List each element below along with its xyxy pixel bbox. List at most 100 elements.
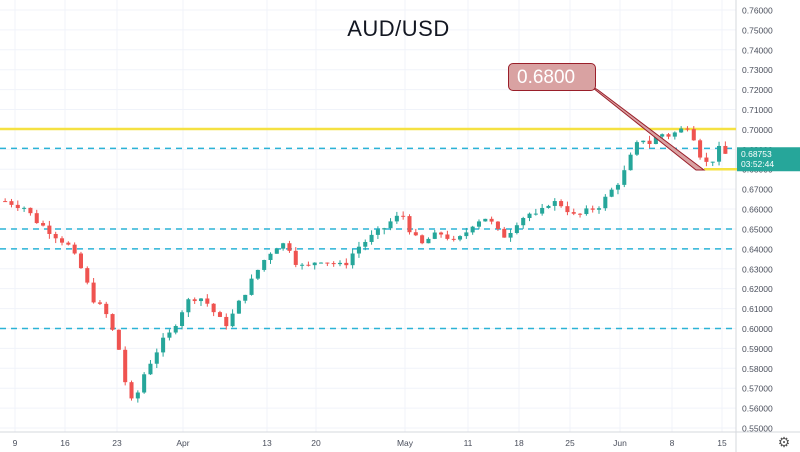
candle-body — [660, 134, 665, 137]
candle-body — [91, 282, 96, 303]
candle-body — [192, 299, 197, 302]
candle-body — [262, 260, 267, 270]
time-tick-label: Apr — [176, 438, 189, 448]
candle-body — [622, 170, 627, 185]
candle-body — [300, 264, 305, 266]
price-tick-label: 0.60000 — [742, 324, 773, 334]
candle-body — [533, 213, 538, 215]
price-tick-label: 0.58000 — [742, 364, 773, 374]
countdown-label: 03:52:44 — [741, 159, 774, 169]
candle-body — [495, 221, 500, 229]
price-tick-label: 0.67000 — [742, 185, 773, 195]
candle-body — [634, 142, 639, 155]
time-tick-label: 13 — [262, 438, 272, 448]
candle-body — [584, 208, 589, 215]
candle-body — [685, 128, 690, 130]
candle-body — [483, 218, 488, 222]
candle-body — [198, 298, 204, 302]
candle-body — [59, 238, 65, 243]
candle-body — [337, 262, 343, 265]
price-tick-label: 0.76000 — [742, 6, 773, 16]
last-price-label: 0.68753 — [741, 149, 772, 159]
candle-body — [15, 204, 20, 209]
price-tick-label: 0.72000 — [742, 85, 773, 95]
candle-body — [628, 154, 633, 171]
candle-body — [546, 205, 551, 208]
candle-body — [173, 325, 178, 333]
settings-gear-icon[interactable]: ⚙ — [777, 434, 791, 450]
candle-body — [666, 134, 671, 137]
candle-body — [420, 235, 425, 244]
chart-title: AUD/USD — [347, 16, 450, 41]
candle-body — [439, 232, 444, 235]
candle-body — [704, 157, 709, 162]
candle-body — [540, 207, 545, 214]
candle-body — [66, 242, 71, 245]
candle-body — [691, 129, 696, 141]
candle-body — [653, 136, 658, 145]
candle-body — [458, 236, 463, 240]
time-tick-label: 20 — [311, 438, 321, 448]
candle-body — [698, 140, 703, 158]
candle-body — [97, 302, 102, 304]
candle-body — [135, 392, 140, 399]
candle-body — [723, 145, 728, 154]
candle-body — [142, 374, 147, 393]
callout-pointer — [587, 83, 706, 171]
candle-body — [394, 215, 399, 222]
candle-body — [306, 264, 311, 266]
candle-body — [615, 184, 620, 190]
candle-body — [3, 201, 8, 203]
candle-body — [451, 238, 456, 240]
time-tick-label: 11 — [464, 438, 473, 448]
candle-body — [186, 299, 191, 313]
price-tick-label: 0.62000 — [742, 284, 773, 294]
candle-body — [559, 201, 564, 207]
candle-body — [508, 232, 513, 238]
candle-body — [603, 196, 608, 209]
candle-body — [230, 313, 235, 327]
candle-body — [432, 232, 437, 239]
candle-body — [363, 241, 368, 247]
time-tick-label: 18 — [514, 438, 524, 448]
candle-body — [710, 161, 715, 163]
price-tick-label: 0.70000 — [742, 125, 773, 135]
candle-body — [426, 238, 431, 244]
candle-body — [350, 253, 355, 266]
candle-body — [552, 201, 557, 206]
candle-body — [590, 208, 595, 210]
candle-body — [369, 234, 374, 242]
candle-body — [565, 206, 570, 213]
time-tick-label: 8 — [670, 438, 675, 448]
candle-body — [325, 262, 330, 264]
price-tick-label: 0.66000 — [742, 205, 773, 215]
candle-body — [243, 294, 248, 301]
candle-body — [388, 221, 393, 229]
time-tick-label: 15 — [717, 438, 727, 448]
last-price-badge — [737, 147, 800, 172]
candle-body — [249, 278, 254, 295]
candle-body — [255, 269, 260, 279]
candle-body — [268, 253, 273, 261]
candle-body — [375, 229, 380, 235]
candle-body — [489, 218, 494, 222]
price-tick-label: 0.61000 — [742, 304, 773, 314]
time-tick-label: 9 — [13, 438, 18, 448]
candle-body — [28, 207, 33, 214]
time-tick-label: May — [397, 438, 414, 448]
candle-body — [672, 132, 677, 137]
candle-body — [647, 140, 652, 145]
candle-body — [72, 244, 77, 254]
price-tick-label: 0.55000 — [742, 424, 773, 434]
candle-body — [110, 314, 115, 330]
price-callout[interactable]: 0.6800 — [508, 63, 596, 91]
candle-body — [445, 234, 450, 239]
price-tick-label: 0.65000 — [742, 224, 773, 234]
price-tick-label: 0.56000 — [742, 404, 773, 414]
price-tick-label: 0.64000 — [742, 244, 773, 254]
candle-body — [407, 216, 412, 233]
candle-body — [224, 316, 229, 327]
candle-body — [129, 382, 134, 399]
